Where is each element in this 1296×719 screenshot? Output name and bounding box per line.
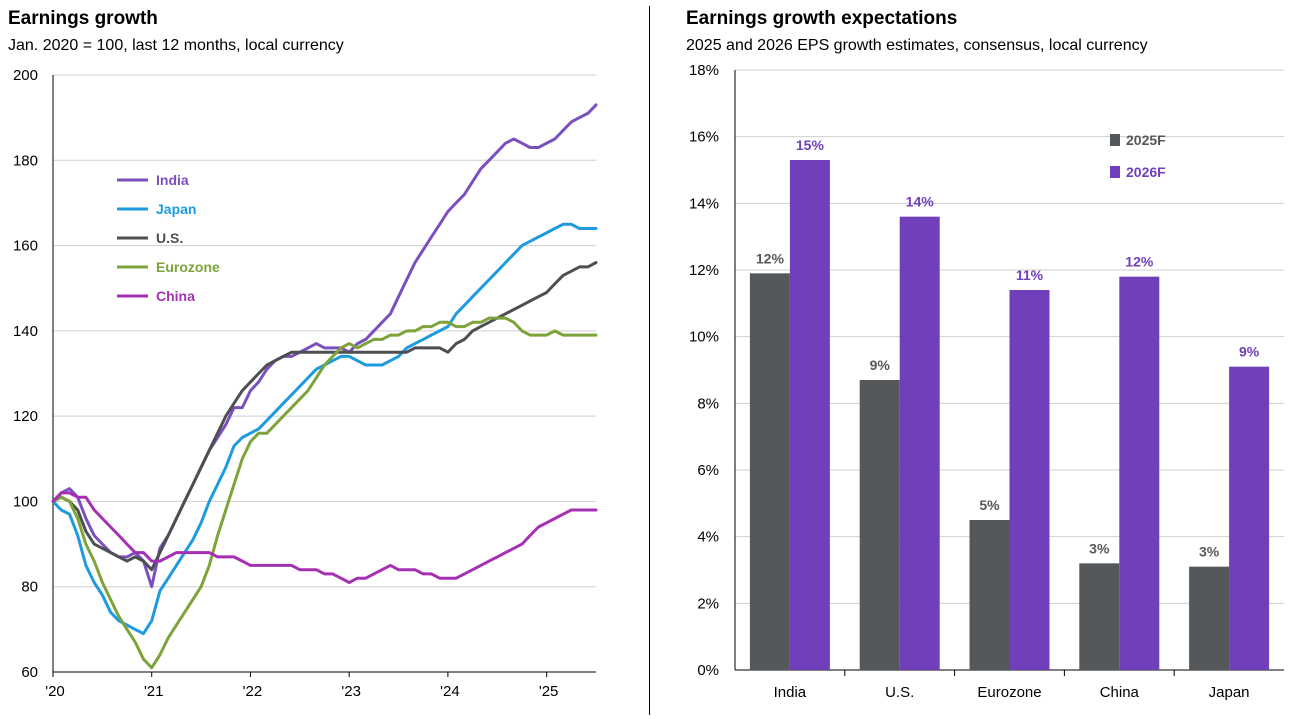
legend-label-india: India — [156, 172, 189, 188]
bar-china-2026f — [1119, 276, 1160, 670]
data-label-china-2026f: 12% — [1125, 254, 1154, 270]
y-tick-label: 12% — [689, 262, 719, 279]
y-tick-label: 180 — [13, 152, 38, 169]
series-line-u-s — [51, 261, 598, 572]
data-label-eurozone-2026f: 11% — [1016, 267, 1044, 283]
x-tick-label: '24 — [440, 683, 460, 700]
right-chart-subtitle: 2025 and 2026 EPS growth estimates, cons… — [686, 37, 1148, 54]
legend-label-u-s: U.S. — [156, 230, 183, 246]
bar-china-2025f — [1079, 563, 1120, 670]
x-tick-label: Japan — [1209, 684, 1250, 701]
y-tick-label: 80 — [21, 579, 38, 596]
x-tick-label: China — [1100, 684, 1140, 701]
bar-india-2025f — [749, 273, 790, 670]
bar-india-2026f — [789, 160, 830, 670]
bar-u-s-2025f — [859, 380, 900, 670]
x-tick-label: '20 — [45, 683, 65, 700]
series-line-eurozone — [51, 316, 598, 670]
data-label-india-2025f: 12% — [756, 250, 785, 266]
series-line-china — [51, 491, 598, 584]
y-tick-label: 120 — [13, 408, 38, 425]
left-chart-title: Earnings growth — [8, 8, 158, 29]
x-tick-label: '23 — [341, 683, 361, 700]
data-label-japan-2025f: 3% — [1199, 544, 1220, 560]
y-tick-label: 60 — [21, 664, 38, 681]
legend-label-japan: Japan — [156, 201, 196, 217]
x-tick-label: '22 — [243, 683, 263, 700]
legend-label-2026f: 2026F — [1126, 164, 1166, 180]
panel-divider — [649, 6, 650, 715]
legend-label-eurozone: Eurozone — [156, 259, 220, 275]
x-tick-label: '25 — [539, 683, 559, 700]
bar-eurozone-2026f — [1009, 290, 1050, 670]
data-label-u-s-2025f: 9% — [870, 357, 891, 373]
earnings-growth-line-chart: 60 80 100 120 140 160 180 200 '20 '21 '22 '23 '24 '25… — [13, 67, 598, 700]
y-tick-label: 4% — [697, 529, 719, 546]
x-tick-label: '21 — [144, 683, 164, 700]
data-label-india-2026f: 15% — [796, 137, 825, 153]
y-tick-label: 10% — [689, 329, 719, 346]
bar-u-s-2026f — [899, 216, 940, 670]
x-tick-label: India — [774, 684, 807, 701]
data-label-japan-2026f: 9% — [1239, 344, 1260, 360]
y-tick-label: 200 — [13, 67, 38, 84]
y-tick-label: 100 — [13, 493, 38, 510]
y-tick-label: 2% — [697, 595, 719, 612]
bar-japan-2025f — [1189, 566, 1230, 670]
y-tick-label: 14% — [689, 195, 719, 212]
y-tick-label: 6% — [697, 462, 719, 479]
right-chart-title: Earnings growth expectations — [686, 8, 958, 29]
bar-eurozone-2025f — [969, 520, 1010, 670]
y-tick-label: 8% — [697, 395, 719, 412]
legend-label-china: China — [156, 288, 195, 304]
y-tick-label: 18% — [689, 62, 719, 79]
y-tick-label: 0% — [697, 662, 719, 679]
data-label-china-2025f: 3% — [1089, 540, 1110, 556]
y-tick-label: 160 — [13, 238, 38, 255]
bar-japan-2026f — [1229, 366, 1270, 670]
legend-swatch-2026f — [1110, 166, 1120, 178]
x-tick-label: U.S. — [885, 684, 914, 701]
left-chart-subtitle: Jan. 2020 = 100, last 12 months, local c… — [8, 37, 344, 54]
x-tick-label: Eurozone — [977, 684, 1041, 701]
legend-label-2025f: 2025F — [1126, 132, 1166, 148]
y-tick-label: 16% — [689, 129, 719, 146]
y-tick-label: 140 — [13, 323, 38, 340]
legend-swatch-2025f — [1110, 134, 1120, 146]
data-label-eurozone-2025f: 5% — [979, 497, 1000, 513]
data-label-u-s-2026f: 14% — [906, 194, 935, 210]
